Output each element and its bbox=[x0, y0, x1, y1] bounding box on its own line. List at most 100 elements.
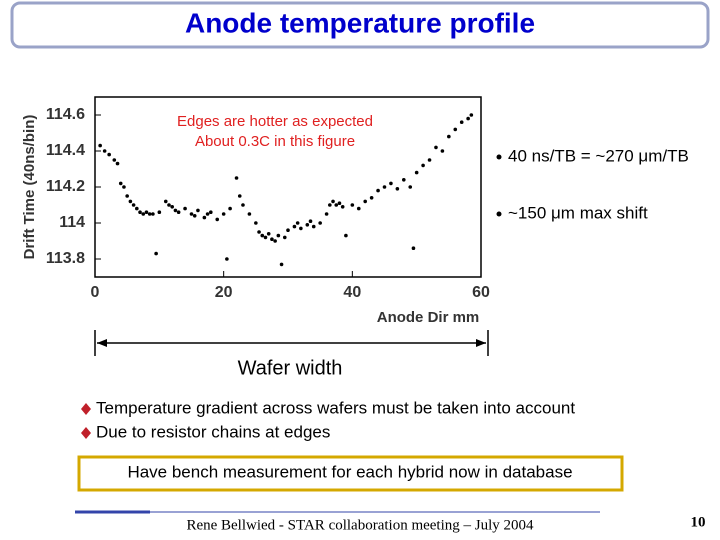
annotation: About 0.3C in this figure bbox=[195, 133, 355, 150]
data-point bbox=[414, 170, 419, 175]
data-point bbox=[308, 219, 313, 223]
data-point bbox=[292, 224, 297, 229]
bullet bbox=[496, 154, 502, 160]
bullet bbox=[496, 211, 502, 217]
data-point bbox=[466, 116, 470, 121]
data-point bbox=[331, 199, 335, 204]
data-point bbox=[118, 181, 123, 186]
data-point bbox=[334, 203, 339, 207]
data-point bbox=[141, 212, 146, 216]
data-point bbox=[192, 214, 197, 218]
data-point bbox=[128, 199, 133, 204]
data-point bbox=[221, 212, 226, 216]
data-point bbox=[115, 161, 120, 166]
data-point bbox=[344, 233, 348, 238]
data-point bbox=[138, 210, 142, 214]
data-point bbox=[411, 246, 416, 250]
page-number: 10 bbox=[691, 514, 706, 530]
y-axis-label: Drift Time (40ns/bin) bbox=[21, 115, 38, 260]
data-point bbox=[183, 206, 187, 211]
data-point bbox=[382, 185, 387, 189]
data-point bbox=[376, 188, 380, 193]
side-note: 40 ns/TB = ~270 μm/TB bbox=[508, 146, 689, 165]
data-point bbox=[196, 208, 200, 213]
data-point bbox=[237, 194, 242, 198]
data-point bbox=[154, 251, 158, 256]
footer: Rene Bellwied - STAR collaboration meeti… bbox=[186, 517, 534, 533]
data-point bbox=[276, 233, 281, 238]
data-point bbox=[225, 257, 229, 261]
data-point bbox=[102, 149, 107, 153]
diamond-bullet bbox=[81, 403, 91, 415]
data-point bbox=[266, 232, 271, 236]
data-point bbox=[408, 185, 413, 189]
x-tick-label: 40 bbox=[343, 284, 361, 301]
annotation: Edges are hotter as expected bbox=[177, 113, 373, 130]
highlight-text: Have bench measurement for each hybrid n… bbox=[127, 462, 572, 481]
data-point bbox=[176, 210, 181, 214]
data-point bbox=[112, 158, 117, 162]
data-point bbox=[157, 210, 162, 214]
data-point bbox=[440, 149, 445, 153]
data-point bbox=[131, 203, 136, 207]
x-tick-label: 20 bbox=[215, 284, 233, 301]
y-tick-label: 114 bbox=[59, 214, 85, 231]
data-point bbox=[163, 199, 168, 204]
y-tick-label: 114.2 bbox=[46, 178, 85, 195]
data-point bbox=[125, 194, 129, 198]
data-point bbox=[282, 235, 287, 240]
x-tick-label: 0 bbox=[91, 284, 100, 301]
data-point bbox=[324, 212, 329, 216]
data-point bbox=[144, 210, 149, 214]
data-point bbox=[122, 185, 126, 189]
data-point bbox=[273, 239, 277, 243]
data-point bbox=[270, 237, 274, 241]
data-point bbox=[311, 224, 316, 229]
data-point bbox=[395, 187, 400, 191]
data-point bbox=[215, 217, 220, 222]
data-point bbox=[299, 226, 303, 231]
y-tick-label: 114.4 bbox=[46, 142, 85, 159]
data-point bbox=[295, 221, 300, 225]
data-point bbox=[260, 233, 265, 238]
data-point bbox=[202, 215, 207, 220]
data-point bbox=[228, 206, 232, 211]
data-point bbox=[151, 212, 155, 216]
title-box bbox=[10, 1, 710, 49]
data-point bbox=[189, 212, 194, 216]
data-point bbox=[135, 206, 139, 211]
y-tick-label: 114.6 bbox=[46, 106, 85, 123]
data-point bbox=[389, 181, 393, 186]
bullet-text: Due to resistor chains at edges bbox=[96, 422, 330, 441]
data-point bbox=[340, 205, 345, 209]
data-point bbox=[257, 230, 261, 234]
data-point bbox=[254, 221, 258, 225]
data-point bbox=[356, 206, 361, 211]
data-point bbox=[459, 120, 464, 124]
data-point bbox=[434, 145, 438, 150]
data-point bbox=[369, 196, 374, 200]
x-axis-label: Anode Dir mm bbox=[377, 309, 480, 326]
data-point bbox=[167, 203, 171, 207]
data-point bbox=[241, 203, 245, 207]
data-point bbox=[350, 203, 355, 207]
data-point bbox=[205, 212, 210, 216]
data-point bbox=[98, 143, 102, 148]
data-point bbox=[328, 203, 332, 207]
side-note: ~150 μm max shift bbox=[508, 203, 648, 222]
x-tick-label: 60 bbox=[472, 284, 490, 301]
slide-title: Anode temperature profile bbox=[185, 7, 535, 38]
bullet-text: Temperature gradient across wafers must … bbox=[96, 398, 575, 417]
data-point bbox=[263, 235, 268, 240]
data-point bbox=[447, 134, 451, 139]
wafer-label: Wafer width bbox=[238, 357, 343, 379]
data-point bbox=[318, 221, 322, 225]
data-point bbox=[363, 199, 368, 204]
highlight-box bbox=[77, 455, 624, 492]
data-point bbox=[453, 127, 458, 132]
data-point bbox=[234, 176, 239, 180]
data-point bbox=[173, 208, 178, 213]
data-point bbox=[209, 210, 213, 214]
data-point bbox=[469, 113, 474, 117]
